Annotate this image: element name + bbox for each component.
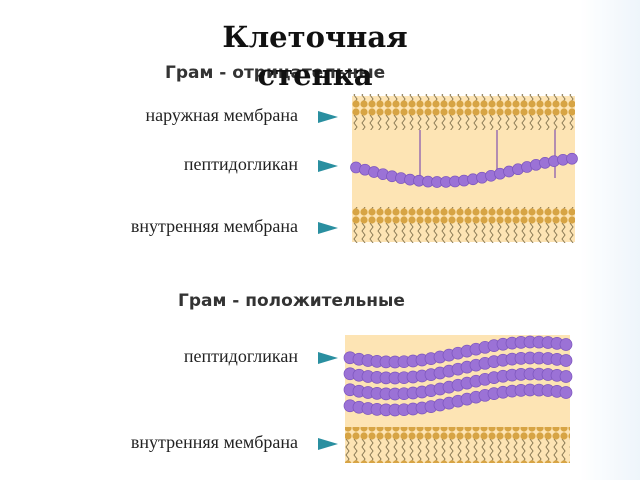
label: внутренняя мембрана	[131, 432, 298, 452]
arrow	[318, 160, 338, 172]
label: пептидогликан	[184, 346, 298, 366]
arrow	[318, 438, 338, 450]
inner-membrane	[352, 207, 575, 243]
title: Клеточная стенка	[222, 20, 408, 92]
peptidoglycan	[343, 335, 573, 417]
label: наружная мембрана	[145, 105, 298, 125]
bead	[559, 386, 573, 399]
arrow	[318, 111, 338, 123]
bead	[559, 354, 573, 367]
arrow	[318, 222, 338, 234]
decoration	[580, 0, 640, 480]
outer-membrane	[352, 94, 575, 130]
heading: Грам - отрицательные	[165, 63, 385, 83]
peptidoglycan	[350, 130, 578, 188]
arrows	[318, 111, 338, 450]
label: внутренняя мембрана	[131, 216, 298, 236]
inner-membrane	[345, 427, 570, 463]
bead	[559, 370, 573, 383]
bead	[566, 152, 578, 165]
bead	[559, 338, 573, 351]
label: пептидогликан	[184, 154, 298, 174]
arrow	[318, 352, 338, 364]
heading: Грам - положительные	[178, 291, 405, 311]
